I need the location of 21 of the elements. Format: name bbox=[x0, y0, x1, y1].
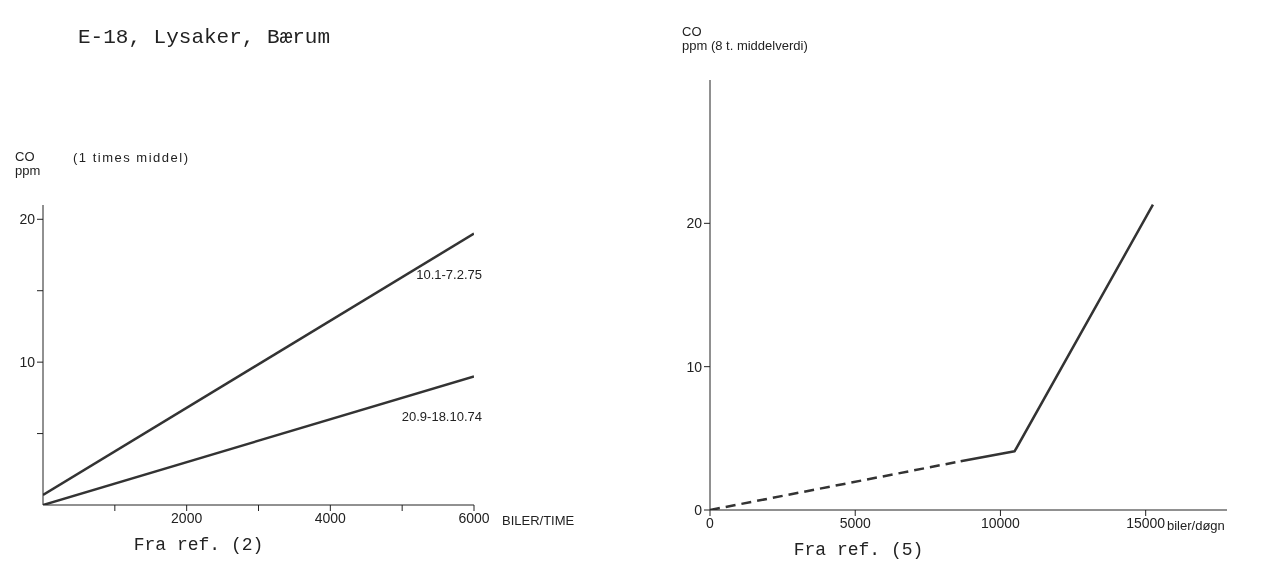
x-tick-label: 6000 bbox=[458, 509, 490, 526]
chart-subtitle: (1 times middel) bbox=[73, 150, 190, 165]
y-tick-label: 20 bbox=[19, 211, 36, 228]
x-tick-label: 2000 bbox=[171, 509, 203, 526]
x-tick-label: 5000 bbox=[839, 514, 872, 531]
x-tick-label: 15000 bbox=[1126, 514, 1166, 531]
y-tick-label: 20 bbox=[686, 215, 703, 232]
y-axis-title: CO ppm (8 t. middelverdi) bbox=[682, 24, 808, 53]
x-tick-label: 4000 bbox=[314, 509, 347, 526]
text: Fra ref. (5) bbox=[792, 540, 925, 560]
x-tick-label: 10000 bbox=[980, 514, 1021, 531]
series-label: 10.1-7.2.75 bbox=[416, 266, 482, 282]
x-axis-title: biler/døgn bbox=[1167, 518, 1225, 533]
y-tick-label: 10 bbox=[19, 354, 36, 371]
y-tick-label: 10 bbox=[686, 358, 703, 375]
x-tick-label: 0 bbox=[706, 514, 715, 531]
text: Fra ref. (2) bbox=[132, 535, 265, 555]
x-axis-title: BILER/TIME bbox=[502, 513, 575, 528]
y-axis-title: CO ppm bbox=[15, 149, 41, 178]
chart-title: E-18, Lysaker, Bærum bbox=[78, 26, 331, 49]
series-label: 20.9-18.10.74 bbox=[401, 409, 482, 425]
